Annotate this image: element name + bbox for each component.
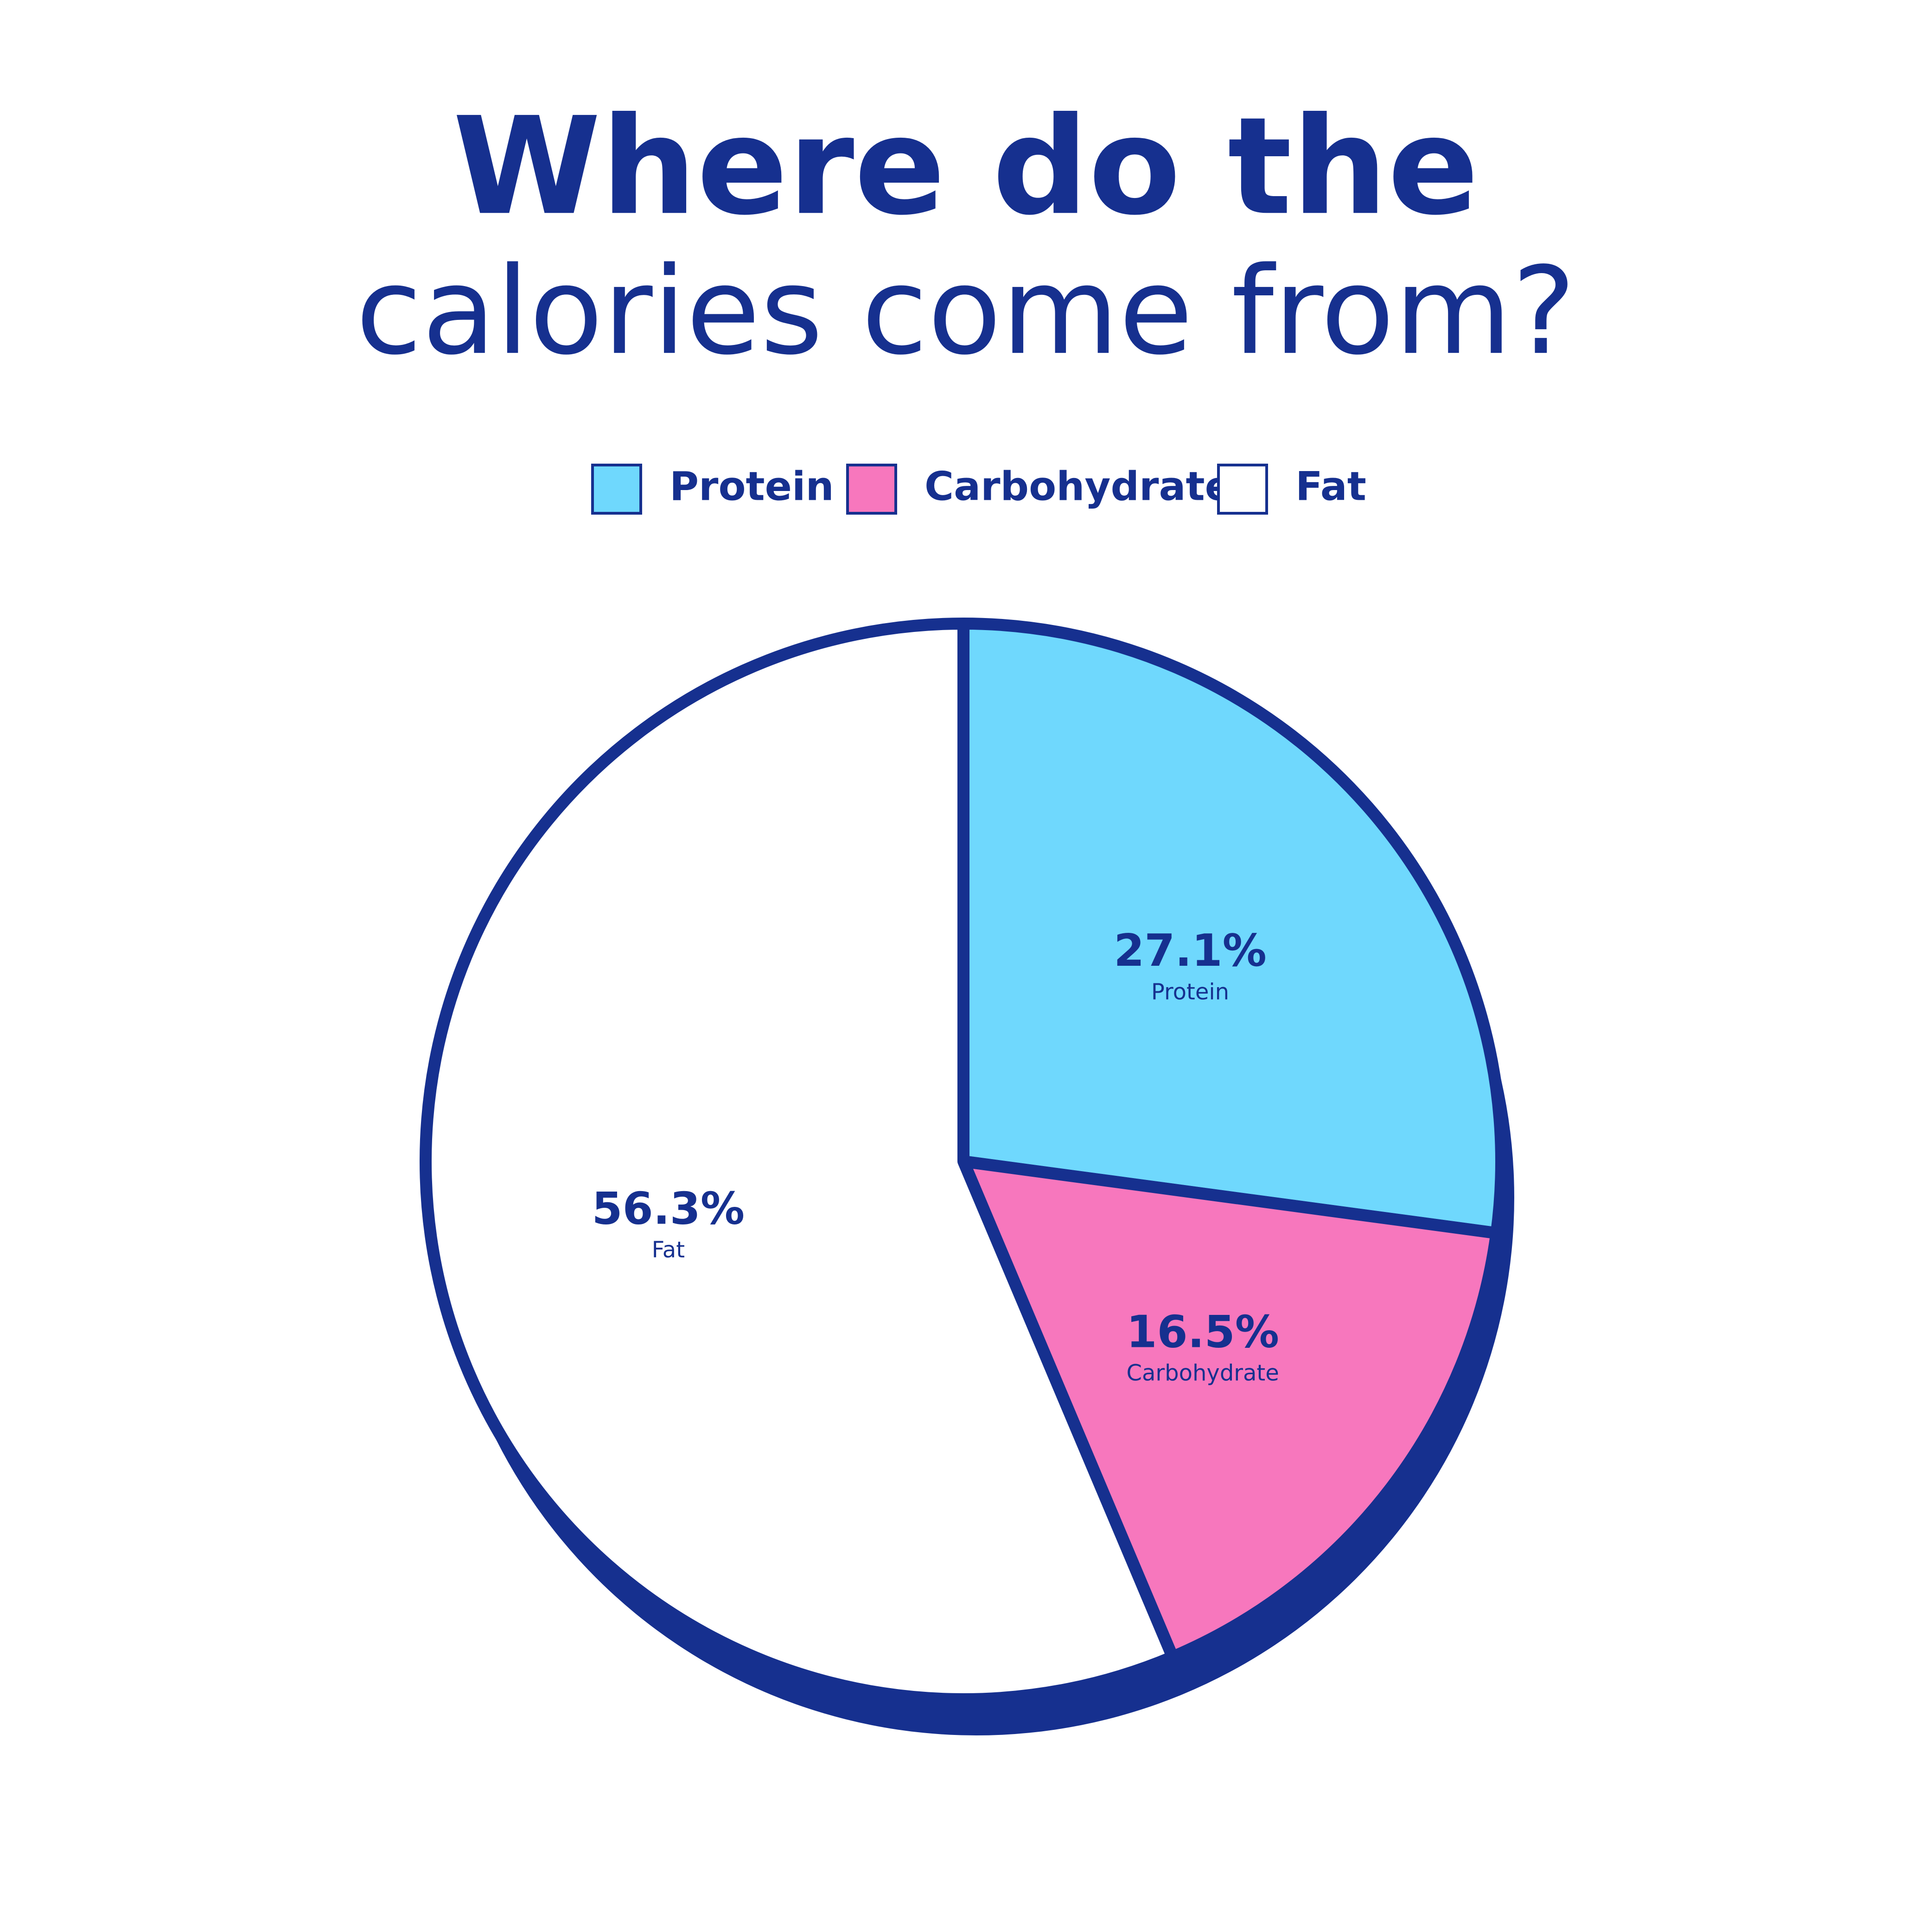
legend-label: Fat bbox=[1295, 463, 1366, 510]
slice-label: Protein bbox=[1151, 979, 1229, 1005]
chart-title: Where do the bbox=[453, 89, 1479, 245]
legend-label: Protein bbox=[670, 463, 834, 510]
pie-outline bbox=[424, 622, 1503, 1701]
value-label: 56.3% bbox=[592, 1184, 745, 1235]
value-label: 16.5% bbox=[1126, 1307, 1279, 1358]
value-label: 27.1% bbox=[1114, 925, 1267, 976]
slice-label: Carbohydrate bbox=[1126, 1360, 1279, 1386]
legend-swatch bbox=[1217, 464, 1268, 515]
chart-subtitle: calories come from? bbox=[356, 242, 1576, 382]
slice-label: Fat bbox=[652, 1237, 685, 1263]
legend-label: Carbohydrate bbox=[925, 463, 1232, 510]
legend-swatch bbox=[591, 464, 642, 515]
legend-swatch bbox=[846, 464, 897, 515]
